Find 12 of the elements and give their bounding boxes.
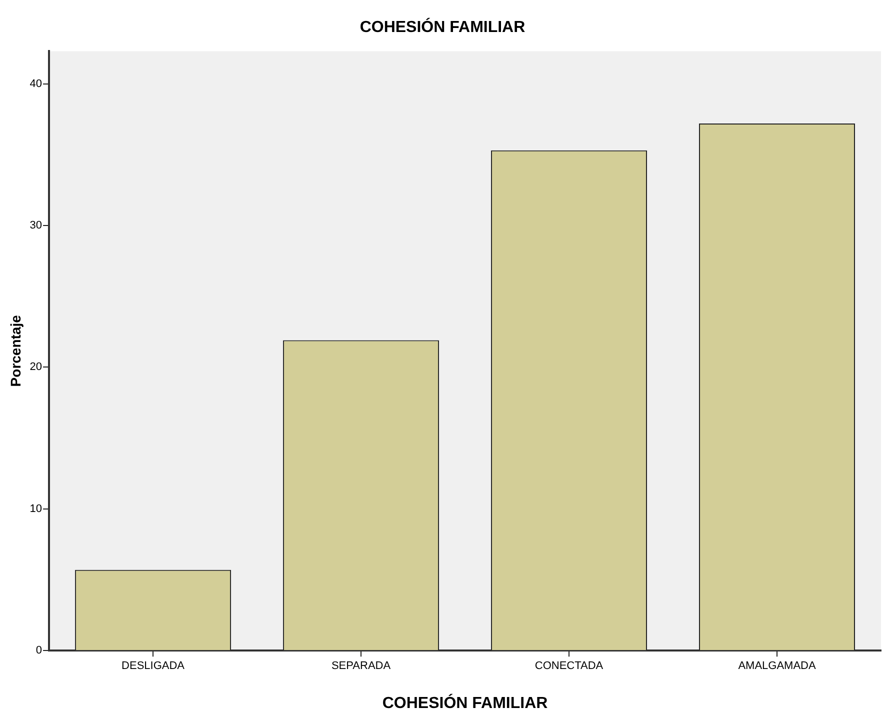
y-tick-label: 10 — [30, 502, 42, 515]
y-tick-label: 20 — [30, 361, 42, 374]
y-tick-label: 40 — [30, 78, 42, 90]
x-tick-label: CONECTADA — [534, 660, 604, 672]
x-tick-label: DESLIGADA — [122, 660, 186, 672]
y-axis-title: Porcentaje — [7, 314, 24, 387]
chart-title: COHESIÓN FAMILIAR — [360, 17, 526, 36]
x-tick-label: SEPARADA — [331, 660, 392, 672]
x-axis-title: COHESIÓN FAMILIAR — [382, 692, 548, 712]
x-tick-label: AMALGAMADA — [738, 660, 816, 672]
y-tick-label: 0 — [36, 644, 42, 657]
y-tick-label: 30 — [30, 220, 42, 232]
